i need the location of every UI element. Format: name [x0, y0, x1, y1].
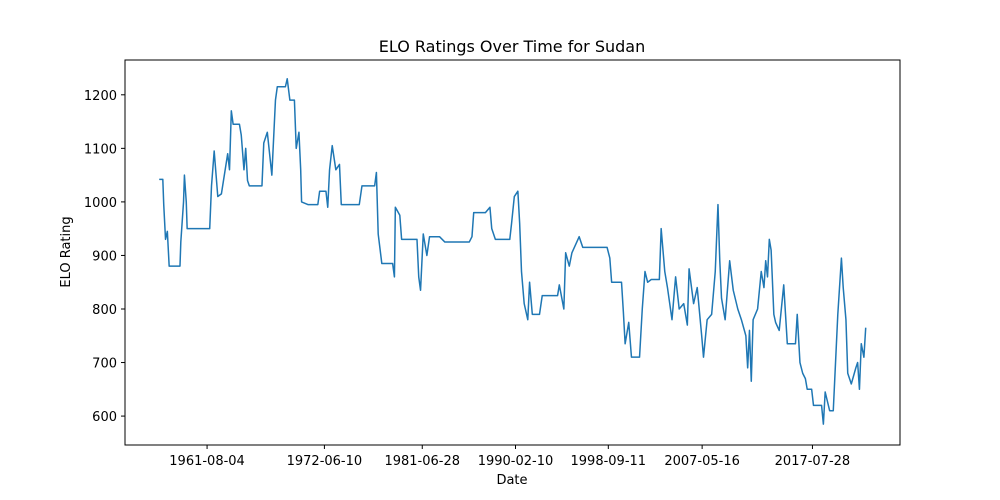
- x-axis-label: Date: [496, 473, 527, 488]
- y-tick-label: 700: [92, 357, 117, 372]
- x-tick-label: 1972-06-10: [287, 454, 363, 469]
- x-tick-label: 2017-07-28: [775, 454, 851, 469]
- y-tick-label: 900: [92, 249, 117, 264]
- plot-area: [159, 77, 867, 425]
- axes-frame: [124, 59, 901, 446]
- y-tick-label: 1100: [84, 142, 117, 157]
- chart-title: ELO Ratings Over Time for Sudan: [379, 37, 645, 56]
- x-tick-label: 1990-02-10: [478, 454, 554, 469]
- x-tick-label: 1961-08-04: [169, 454, 245, 469]
- y-tick-label: 800: [92, 303, 117, 318]
- x-tick-label: 2007-05-16: [664, 454, 740, 469]
- y-tick-label: 1200: [84, 89, 117, 104]
- y-tick-label: 1000: [84, 196, 117, 211]
- y-axis-label: ELO Rating: [59, 216, 74, 287]
- x-tick-label: 1998-09-11: [571, 454, 647, 469]
- y-tick-label: 600: [92, 410, 117, 425]
- line-series: [159, 77, 867, 425]
- x-tick-label: 1981-06-28: [384, 454, 460, 469]
